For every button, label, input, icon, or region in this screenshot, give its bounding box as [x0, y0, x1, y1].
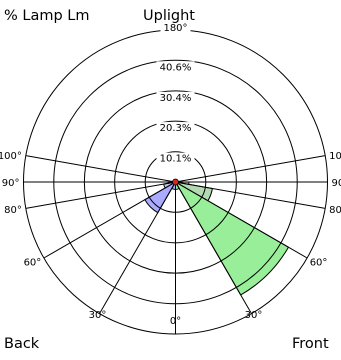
labels-layer: 10.1% 20.3% 30.4% 40.6% 180° 100° 90° 80° 60° 30°… [0, 22, 341, 327]
ring-label-1: 20.3% [160, 123, 192, 134]
spoke-front-100 [176, 156, 326, 182]
ring-label-0: 10.1% [160, 154, 192, 165]
center-dot [173, 179, 179, 185]
angle-label-left-90: 90° [2, 178, 20, 189]
zones-layer [145, 182, 289, 295]
angle-label-left-100: 100° [0, 151, 22, 162]
back-label: Back [4, 337, 39, 352]
angle-label-left-30: 30° [89, 310, 107, 321]
spoke-back-100 [26, 156, 176, 182]
ring-label-3: 40.6% [160, 62, 192, 73]
ring-label-2: 30.4% [160, 93, 192, 104]
angle-label-right-100: 100° [329, 151, 341, 162]
angle-label-top-180: 180° [163, 23, 187, 34]
angle-label-right-80: 80° [329, 205, 341, 216]
front-label: Front [292, 337, 329, 352]
angle-label-right-30: 30° [245, 310, 263, 321]
spoke-back-30 [100, 182, 176, 314]
angle-label-left-80: 80° [4, 205, 22, 216]
angle-label-left-60: 60° [24, 258, 42, 269]
units-label: % Lamp Lm [4, 9, 90, 24]
uplight-label: Uplight [143, 9, 195, 24]
angle-label-right-60: 60° [310, 258, 328, 269]
angle-label-right-90: 90° [332, 178, 341, 189]
angle-label-bottom-0: 0° [170, 316, 181, 327]
